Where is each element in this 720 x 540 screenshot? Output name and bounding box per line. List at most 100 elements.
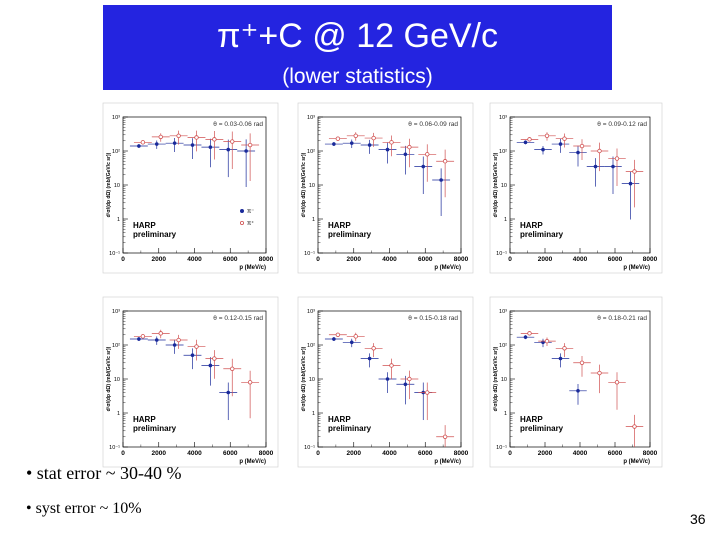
data-point-pi-plus (389, 140, 394, 145)
data-point-pi-minus (226, 390, 231, 395)
data-point-pi-plus (614, 156, 620, 161)
data-point-pi-plus (527, 331, 532, 336)
chart-panel-6: 10⁻¹ 1 10 10² 10³ 0 2000 4000 6000 8000 p (MeV/c) d… (489, 296, 663, 468)
y-tick-label: 10³ (307, 115, 315, 121)
data-point-pi-plus (597, 370, 602, 376)
y-tick-label: 10³ (112, 115, 120, 121)
data-point-pi-plus (597, 148, 602, 154)
harp-label: HARP (133, 415, 156, 424)
x-tick-label: 0 (508, 256, 512, 263)
data-point-pi-minus (576, 150, 580, 155)
y-tick-label: 10² (307, 149, 315, 155)
data-point-pi-minus (576, 388, 580, 393)
data-point-pi-plus (371, 346, 376, 351)
panel-title: θ = 0.18-0.21 rad (597, 315, 647, 322)
data-point-pi-plus (158, 134, 163, 140)
data-point-pi-minus (421, 164, 426, 169)
harp-label: HARP (520, 221, 543, 230)
x-tick-label: 6000 (223, 256, 238, 263)
preliminary-label: preliminary (133, 424, 177, 433)
x-tick-label: 6000 (418, 256, 433, 263)
x-axis-label: p (MeV/c) (623, 459, 650, 465)
data-point-pi-plus (442, 159, 448, 164)
y-tick-label: 1 (312, 411, 315, 417)
x-tick-label: 0 (508, 450, 512, 457)
x-tick-label: 0 (316, 256, 320, 263)
x-tick-label: 8000 (454, 450, 469, 457)
y-tick-label: 1 (504, 411, 507, 417)
bullet-syst-error: • syst error ~ 10% (26, 500, 142, 517)
data-point-pi-plus (632, 169, 637, 174)
harp-label: HARP (328, 415, 351, 424)
data-point-pi-minus (172, 141, 177, 145)
preliminary-label: preliminary (133, 230, 177, 239)
preliminary-label: preliminary (328, 424, 372, 433)
data-point-pi-minus (367, 143, 372, 147)
data-point-pi-minus (403, 152, 408, 157)
data-point-pi-plus (527, 137, 532, 142)
panel-title: θ = 0.03-0.06 rad (213, 121, 263, 128)
panel-title: θ = 0.06-0.09 rad (408, 121, 458, 128)
x-tick-label: 4000 (382, 256, 397, 263)
x-tick-label: 4000 (187, 450, 202, 457)
page-number: 36 (690, 511, 706, 527)
y-tick-label: 10 (114, 377, 120, 383)
data-point-pi-plus (562, 346, 567, 351)
x-tick-label: 0 (121, 450, 125, 457)
data-point-pi-minus (385, 147, 390, 152)
y-tick-label: 10⁻¹ (304, 445, 315, 451)
data-point-pi-minus (154, 338, 159, 342)
y-axis-label: d²σ/(dp dΩ) (mb/(GeV/c sr)) (493, 346, 499, 411)
data-point-pi-minus (332, 337, 336, 341)
data-point-pi-minus (137, 144, 141, 148)
data-point-pi-plus (614, 380, 620, 385)
data-point-pi-plus (389, 363, 394, 368)
data-point-pi-minus (154, 142, 159, 146)
panel-frame (297, 102, 474, 274)
y-tick-label: 1 (117, 217, 120, 223)
slide-subtitle: (lower statistics) (282, 65, 433, 88)
data-point-pi-minus (190, 353, 195, 358)
preliminary-label: preliminary (520, 230, 564, 239)
chart-panel-2: 10⁻¹ 1 10 10² 10³ 0 2000 4000 6000 8000 p (MeV/c) d… (297, 102, 474, 274)
x-tick-label: 6000 (608, 450, 623, 457)
chart-panel-5: 10⁻¹ 1 10 10² 10³ 0 2000 4000 6000 8000 p (MeV/c) d… (297, 296, 474, 468)
y-axis-label: d²σ/(dp dΩ) (mb/(GeV/c sr)) (301, 346, 307, 411)
data-point-pi-plus (353, 133, 358, 138)
y-tick-label: 10² (307, 343, 315, 349)
x-tick-label: 2000 (152, 256, 167, 263)
data-point-pi-plus (632, 424, 637, 429)
x-tick-label: 8000 (454, 256, 469, 263)
y-tick-label: 10² (112, 343, 120, 349)
y-axis-label: d²σ/(dp dΩ) (mb/(GeV/c sr)) (106, 152, 112, 217)
data-point-pi-minus (190, 143, 195, 147)
data-point-pi-plus (407, 376, 412, 382)
data-point-pi-plus (176, 337, 181, 343)
data-point-pi-plus (407, 144, 412, 150)
data-point-pi-plus (230, 366, 235, 371)
data-point-pi-plus (176, 133, 181, 138)
data-point-pi-minus (244, 149, 248, 153)
harp-label: HARP (520, 415, 543, 424)
y-tick-label: 10³ (499, 309, 507, 315)
data-point-pi-minus (593, 164, 598, 169)
y-tick-label: 10 (501, 183, 507, 189)
data-point-pi-minus (403, 382, 408, 387)
y-tick-label: 10⁻¹ (304, 251, 315, 257)
data-point-pi-plus (544, 338, 550, 344)
panel-title: θ = 0.12-0.15 rad (213, 315, 263, 322)
y-tick-label: 1 (504, 217, 507, 223)
x-axis-label: p (MeV/c) (434, 265, 461, 271)
data-point-pi-plus (247, 380, 253, 385)
preliminary-label: preliminary (328, 230, 372, 239)
data-point-pi-minus (172, 343, 177, 347)
y-tick-label: 10⁻¹ (496, 445, 507, 451)
data-point-pi-minus (611, 164, 615, 169)
panel-title: θ = 0.15-0.18 rad (408, 315, 458, 322)
chart-panel-4: 10⁻¹ 1 10 10² 10³ 0 2000 4000 6000 8000 p (MeV/c) d… (102, 296, 279, 468)
data-point-pi-minus (541, 147, 545, 152)
data-point-pi-minus (523, 140, 528, 145)
x-tick-label: 2000 (347, 256, 362, 263)
x-tick-label: 2000 (152, 450, 167, 457)
data-point-pi-plus (425, 390, 430, 395)
